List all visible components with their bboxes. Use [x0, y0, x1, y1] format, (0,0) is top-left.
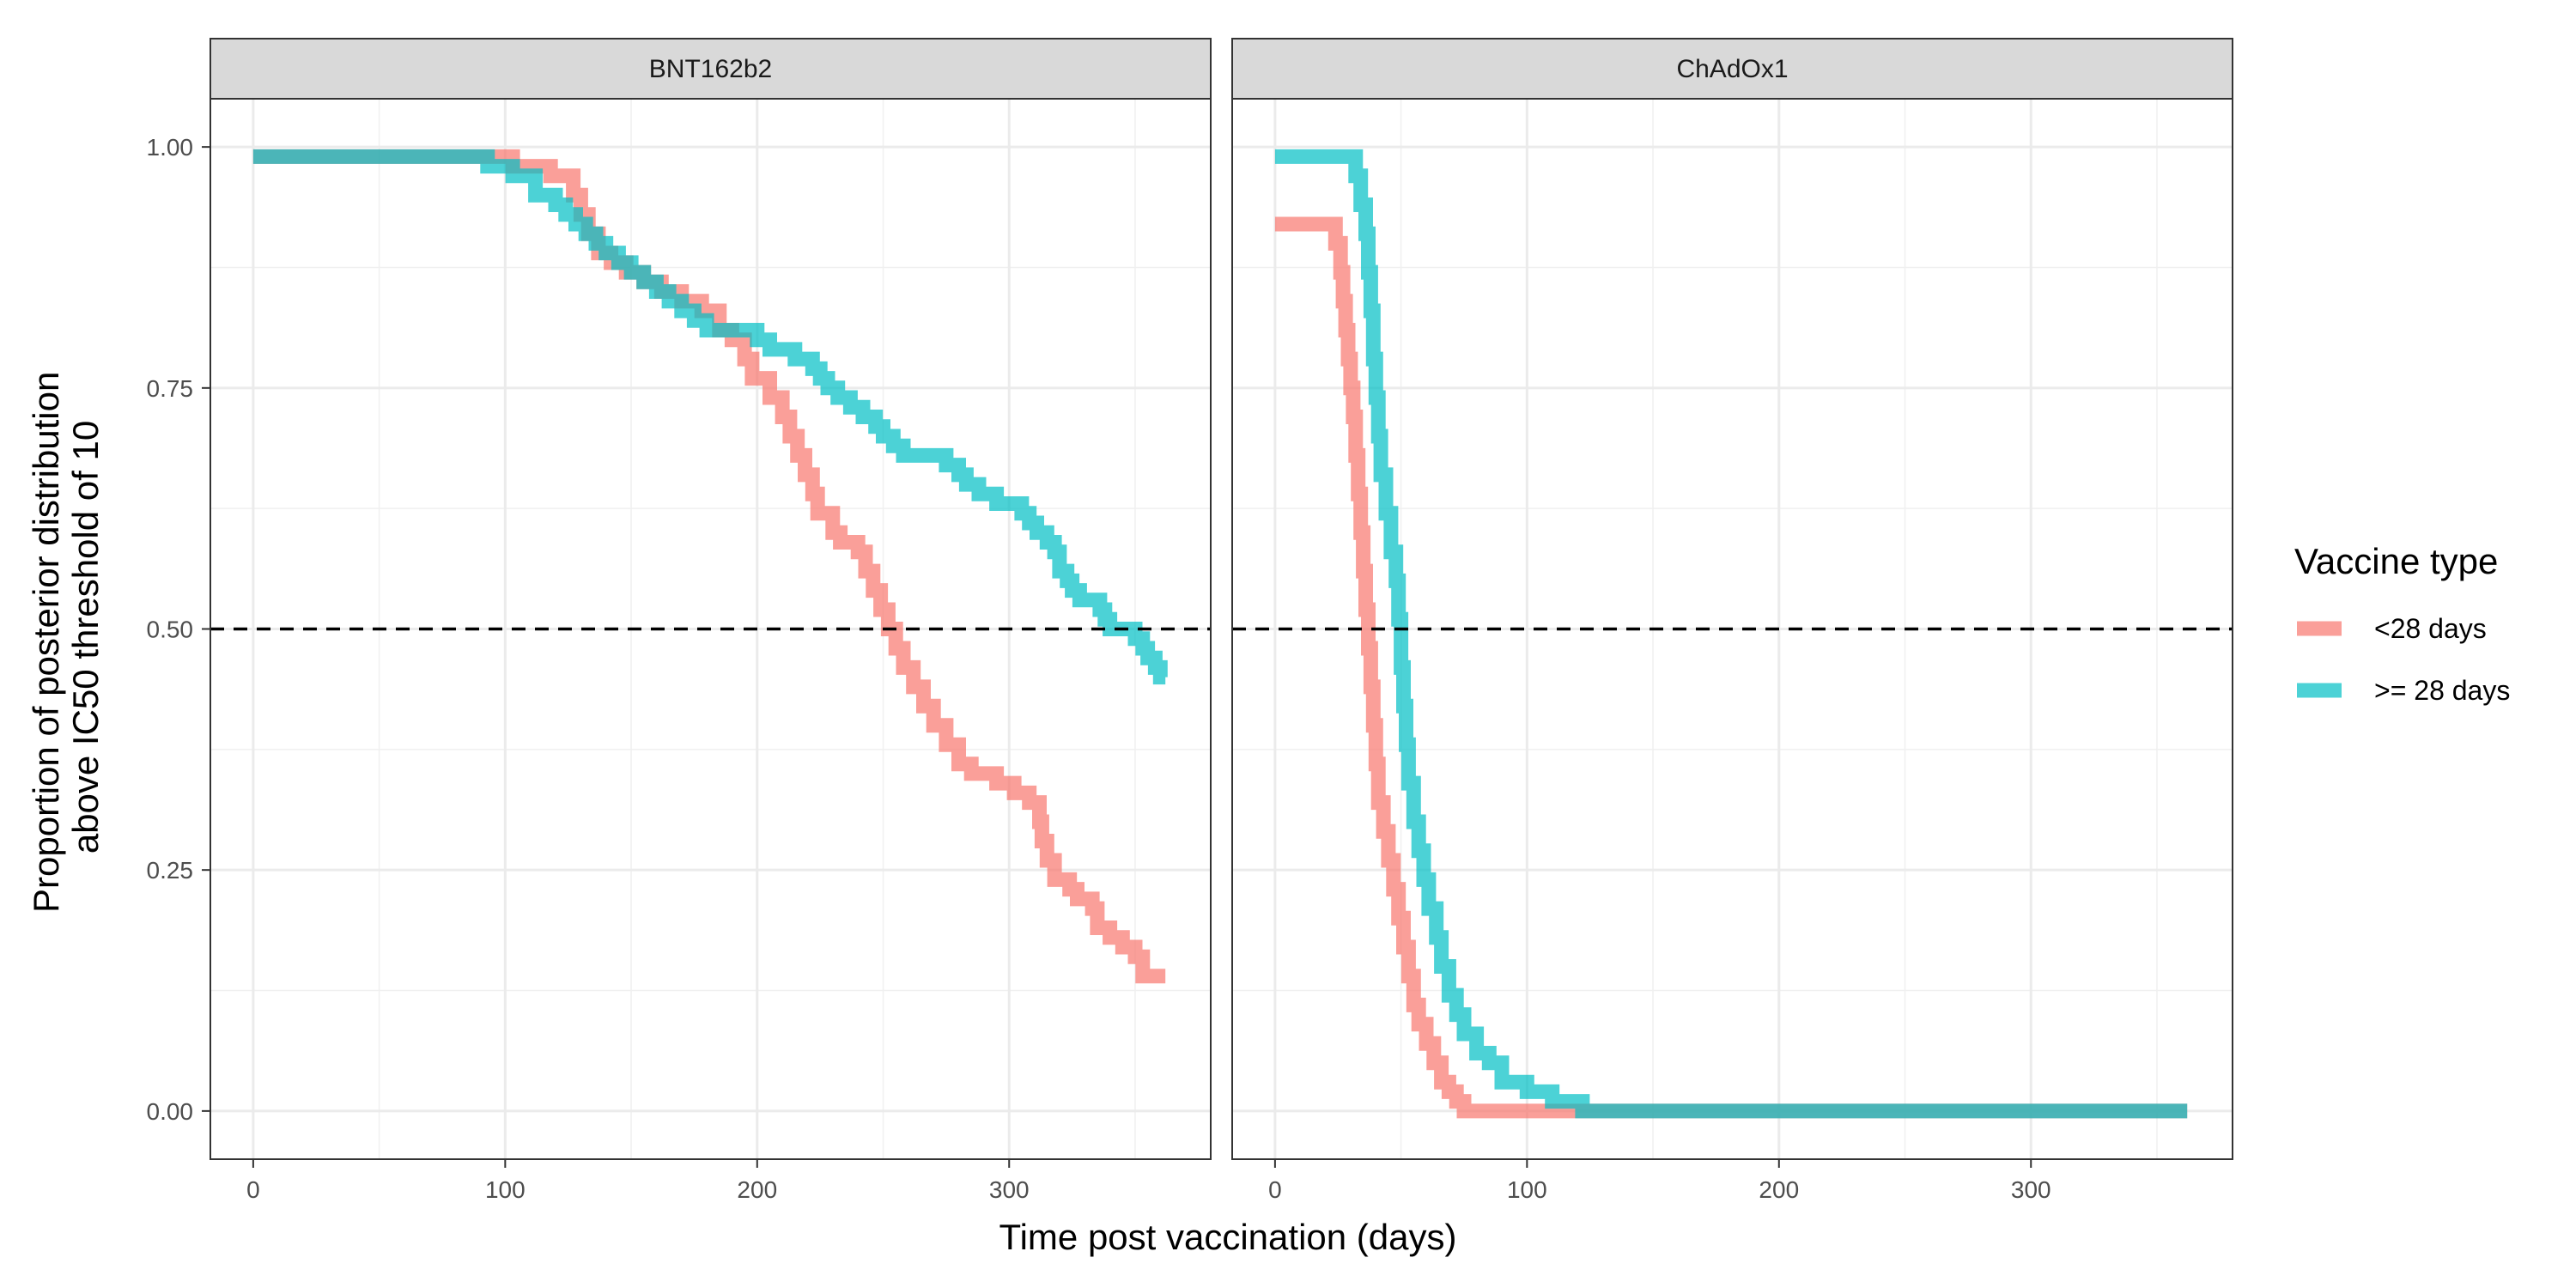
- panel-strip: [1231, 38, 2233, 100]
- panel-title: BNT162b2: [649, 55, 772, 83]
- x-tick-label: 0: [246, 1176, 260, 1203]
- legend-label-lt28: <28 days: [2374, 613, 2487, 644]
- y-tick-label: 1.00: [147, 134, 194, 161]
- y-axis-title-line-1: Proportion of posterior distribution: [26, 372, 66, 913]
- panel-title: ChAdOx1: [1676, 55, 1788, 83]
- x-tick-label: 100: [1507, 1176, 1547, 1203]
- legend-title: Vaccine type: [2294, 541, 2498, 581]
- y-tick-label: 0.00: [147, 1098, 194, 1125]
- x-tick-label: 300: [2011, 1176, 2051, 1203]
- series-line-ge28: [252, 149, 1168, 685]
- legend-label-ge28: >= 28 days: [2374, 675, 2510, 706]
- panel-1: ChAdOx1 0 100 200 300: [1231, 38, 2233, 1203]
- x-tick-label: 100: [485, 1176, 526, 1203]
- series-line-lt28: [1274, 216, 2188, 1119]
- y-axis-title: Proportion of posterior distribution abo…: [26, 361, 106, 913]
- legend: Vaccine type <28 days >= 28 days: [2294, 541, 2510, 706]
- panel-strip: [210, 38, 1212, 100]
- y-tick-label: 0.75: [147, 375, 194, 402]
- x-axis-title: Time post vaccination (days): [999, 1217, 1457, 1257]
- panel-border: [1231, 98, 2233, 1160]
- x-tick-label: 200: [1759, 1176, 1799, 1203]
- x-tick-label: 0: [1268, 1176, 1282, 1203]
- x-tick-label: 300: [989, 1176, 1030, 1203]
- y-tick-label: 0.50: [147, 617, 194, 643]
- panels-layer: BNT162b2 0 100 200 300 0.00 0.25 0.50 0.75 1.00 Ch…: [147, 38, 2233, 1203]
- legend-items: <28 days >= 28 days: [2294, 613, 2510, 706]
- x-tick-label: 200: [737, 1176, 777, 1203]
- y-tick-label: 0.25: [147, 857, 194, 884]
- series-line-ge28: [1274, 149, 2188, 1119]
- panel-0: BNT162b2 0 100 200 300 0.00 0.25 0.50 0.75 1.00: [147, 38, 1212, 1203]
- y-axis-title-line-2: above IC50 threshold of 10: [65, 421, 106, 854]
